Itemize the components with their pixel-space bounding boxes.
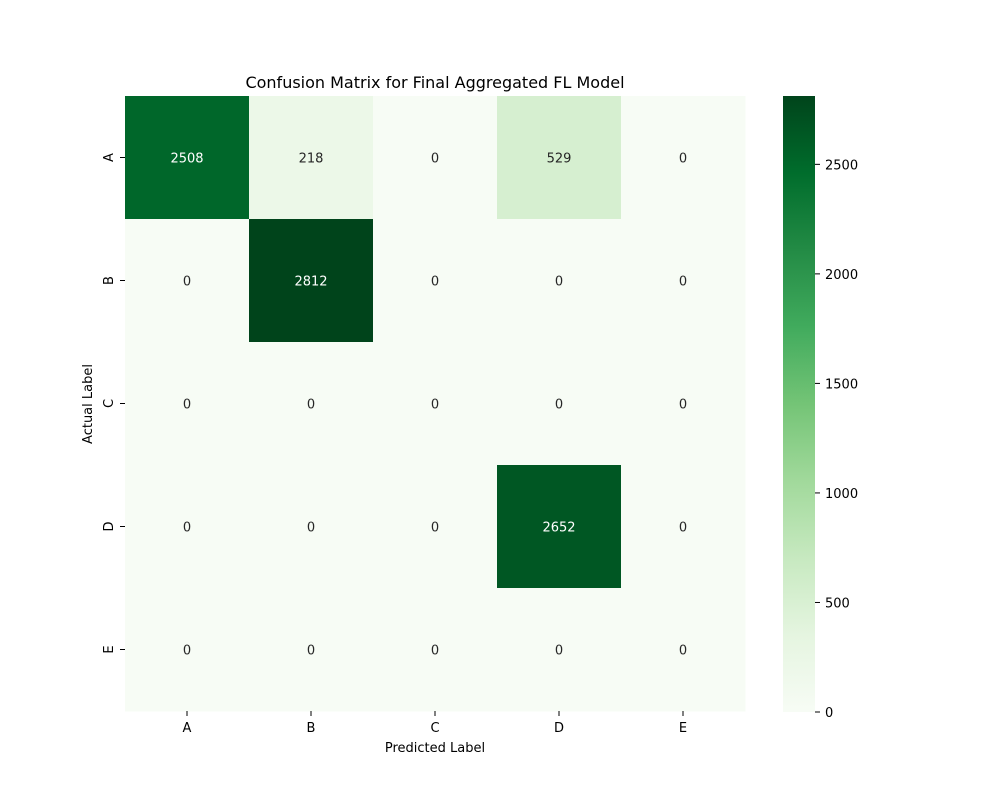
- y-tick-label: B: [102, 276, 117, 285]
- heatmap-cell: [249, 588, 374, 712]
- cell-value-label: 0: [307, 398, 315, 413]
- cell-value-label: 0: [183, 521, 191, 536]
- x-tick-label: E: [679, 721, 687, 736]
- colorbar-tick-label: 0: [825, 706, 833, 721]
- heatmap-cell: [125, 588, 250, 712]
- cell-value-label: 0: [679, 152, 687, 167]
- heatmap-cell: [249, 219, 374, 343]
- heatmap-cell: [497, 465, 622, 589]
- chart-title: Confusion Matrix for Final Aggregated FL…: [245, 73, 624, 92]
- heatmap-cells: 2508 218 0 529 0 0 2812 0 0 0 0 0 0 0 0 0 0 0 2652 0 0 0 0 0 0: [125, 96, 746, 712]
- heatmap-cell: [621, 96, 746, 220]
- colorbar-tick-label: 1500: [825, 377, 858, 392]
- cell-value-label: 0: [431, 644, 439, 659]
- cell-value-label: 0: [183, 644, 191, 659]
- x-tick-label: A: [183, 721, 192, 736]
- cell-value-label: 2812: [294, 275, 327, 290]
- colorbar-ticks: 0 500 1000 1500 2000 2500: [815, 158, 858, 721]
- y-tick-label: A: [102, 153, 117, 162]
- x-tick-label: D: [554, 721, 564, 736]
- y-tick-label: E: [102, 645, 117, 653]
- colorbar-tick-label: 2000: [825, 268, 858, 283]
- heatmap-cell: [621, 588, 746, 712]
- heatmap-cell: [373, 219, 498, 343]
- colorbar-tick-label: 500: [825, 596, 850, 611]
- cell-value-label: 529: [547, 152, 572, 167]
- heatmap-cell: [249, 96, 374, 220]
- heatmap-cell: [497, 588, 622, 712]
- cell-value-label: 218: [299, 152, 324, 167]
- x-tick-label: C: [430, 721, 439, 736]
- cell-value-label: 0: [555, 644, 563, 659]
- cell-value-label: 0: [431, 398, 439, 413]
- cell-value-label: 0: [431, 275, 439, 290]
- heatmap-cell: [373, 96, 498, 220]
- cell-value-label: 0: [679, 644, 687, 659]
- cell-value-label: 0: [679, 398, 687, 413]
- heatmap-cell: [497, 219, 622, 343]
- cell-value-label: 0: [431, 152, 439, 167]
- heatmap-cell: [373, 342, 498, 466]
- y-tick-label: D: [102, 521, 117, 531]
- colorbar-tick-label: 1000: [825, 487, 858, 502]
- cell-value-label: 0: [183, 275, 191, 290]
- cell-value-label: 0: [555, 275, 563, 290]
- cell-value-label: 2508: [170, 152, 203, 167]
- heatmap-cell: [249, 342, 374, 466]
- y-tick-label: C: [102, 399, 117, 408]
- cell-value-label: 0: [307, 521, 315, 536]
- heatmap-cell: [249, 465, 374, 589]
- heatmap-cell: [497, 96, 622, 220]
- heatmap-cell: [373, 465, 498, 589]
- x-axis-ticks: A B C D E: [183, 711, 687, 736]
- heatmap-cell: [373, 588, 498, 712]
- heatmap-cell: [125, 96, 250, 220]
- y-axis-ticks: A B C D E: [102, 153, 125, 654]
- colorbar: [783, 96, 815, 712]
- colorbar-tick-label: 2500: [825, 158, 858, 173]
- cell-value-label: 0: [679, 275, 687, 290]
- heatmap-cell: [125, 219, 250, 343]
- x-tick-label: B: [307, 721, 316, 736]
- cell-value-label: 0: [431, 521, 439, 536]
- heatmap-cell: [125, 465, 250, 589]
- cell-value-label: 2652: [542, 521, 575, 536]
- cell-value-label: 0: [679, 521, 687, 536]
- y-axis-label: Actual Label: [81, 364, 96, 444]
- cell-value-label: 0: [555, 398, 563, 413]
- heatmap-cell: [621, 219, 746, 343]
- heatmap-cell: [621, 342, 746, 466]
- heatmap-cell: [497, 342, 622, 466]
- heatmap-cell: [621, 465, 746, 589]
- cell-value-label: 0: [183, 398, 191, 413]
- heatmap-cell: [125, 342, 250, 466]
- cell-value-label: 0: [307, 644, 315, 659]
- x-axis-label: Predicted Label: [385, 741, 485, 756]
